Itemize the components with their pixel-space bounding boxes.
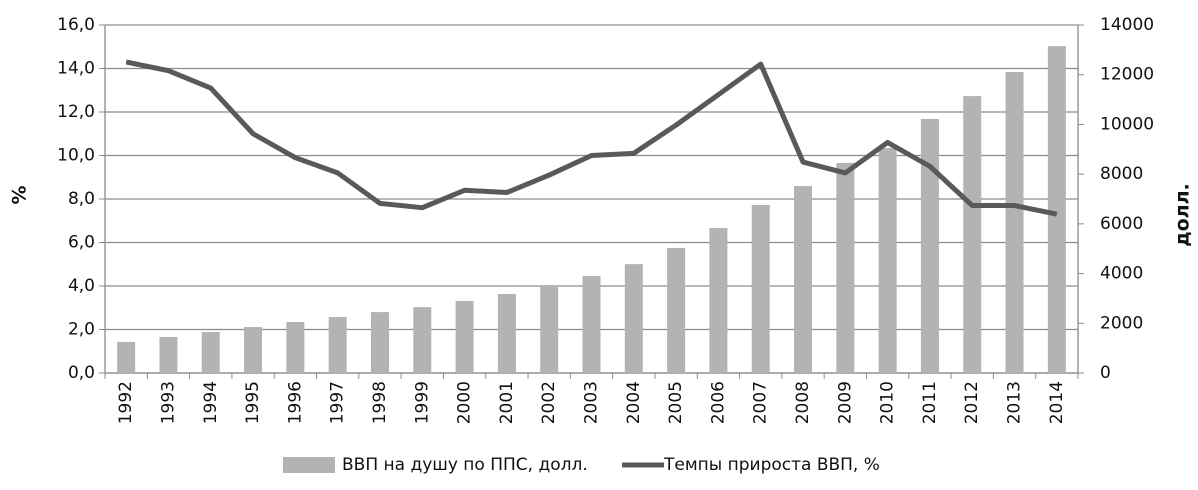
x-tick-label: 2002 <box>539 381 559 424</box>
bar <box>667 247 686 373</box>
bar <box>370 312 389 373</box>
x-tick-label: 1997 <box>328 381 348 424</box>
x-tick-label: 2014 <box>1047 381 1067 424</box>
x-tick-label: 1995 <box>243 381 263 424</box>
y2-tick-label: 0 <box>1100 363 1111 383</box>
bar <box>328 317 347 373</box>
bar <box>497 293 516 373</box>
y-tick-label: 8,0 <box>68 189 95 209</box>
y2-tick-label: 12000 <box>1100 65 1154 85</box>
x-tick-label: 1996 <box>285 381 305 424</box>
y-tick-label: 2,0 <box>68 320 95 340</box>
x-tick-label: 2009 <box>835 381 855 424</box>
y-axis-label: % <box>9 185 31 204</box>
y-tick-label: 14,0 <box>57 59 95 79</box>
bar <box>709 228 728 373</box>
bar <box>963 96 982 373</box>
legend-label: Темпы прироста ВВП, % <box>663 455 880 475</box>
bar <box>159 336 178 373</box>
bar <box>878 148 897 373</box>
x-tick-label: 2007 <box>751 381 771 424</box>
bar <box>201 331 220 373</box>
x-tick-label: 1994 <box>201 381 221 424</box>
x-tick-label: 1998 <box>370 381 390 424</box>
y-tick-label: 12,0 <box>57 102 95 122</box>
bar <box>1047 46 1066 373</box>
x-tick-label: 2012 <box>962 381 982 424</box>
y2-tick-label: 8000 <box>1100 164 1143 184</box>
x-tick-label: 2001 <box>497 381 517 424</box>
y2-tick-label: 6000 <box>1100 214 1143 234</box>
x-tick-label: 2000 <box>455 381 475 424</box>
y-tick-label: 0,0 <box>68 363 95 383</box>
x-tick-label: 2008 <box>793 381 813 424</box>
x-tick-label: 2005 <box>666 381 686 424</box>
y-tick-label: 10,0 <box>57 146 95 166</box>
x-tick-label: 1999 <box>412 381 432 424</box>
bar <box>920 118 939 374</box>
bar <box>1005 71 1024 373</box>
bar <box>117 341 136 373</box>
x-tick-label: 2004 <box>624 381 644 424</box>
y-tick-label: 6,0 <box>68 233 95 253</box>
x-tick-label: 1992 <box>116 381 136 424</box>
y2-tick-label: 2000 <box>1100 313 1143 333</box>
y2-tick-label: 10000 <box>1100 114 1154 134</box>
bar <box>582 276 601 373</box>
bar <box>455 300 474 373</box>
y2-tick-label: 4000 <box>1100 264 1143 284</box>
x-tick-label: 2011 <box>920 381 940 424</box>
bar <box>413 307 432 373</box>
bar <box>836 162 855 373</box>
bar <box>244 327 263 373</box>
y-tick-label: 16,0 <box>57 15 95 35</box>
x-tick-label: 1993 <box>158 381 178 424</box>
x-tick-label: 2013 <box>1005 381 1025 424</box>
line <box>125 59 1058 217</box>
legend-label: ВВП на душу по ППС, долл. <box>342 455 588 475</box>
x-tick-label: 2006 <box>708 381 728 424</box>
y2-tick-label: 14000 <box>1100 15 1154 35</box>
bar <box>751 204 770 373</box>
bar <box>286 322 305 373</box>
y-tick-label: 4,0 <box>68 276 95 296</box>
bar <box>794 186 813 373</box>
x-tick-label: 2010 <box>878 381 898 424</box>
bar <box>624 264 643 373</box>
bar <box>540 286 559 373</box>
y2-axis-label: долл. <box>1172 183 1194 246</box>
x-tick-label: 2003 <box>582 381 602 424</box>
legend-swatch <box>283 457 335 473</box>
